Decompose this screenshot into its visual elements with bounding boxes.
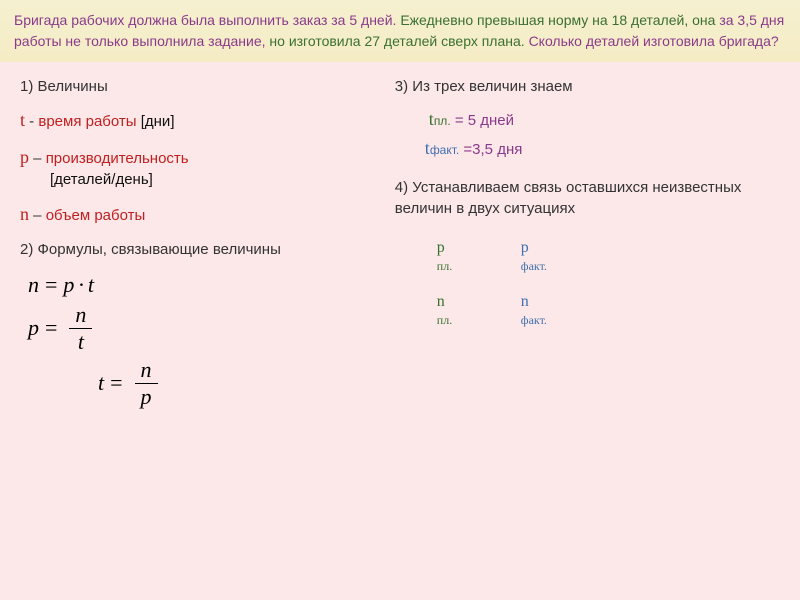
tf-eq: =3,5 дня <box>459 141 522 158</box>
step4-heading: 4) Устанавливаем связь оставшихся неизве… <box>395 177 780 219</box>
content-columns: 1) Величины t - время работы [дни] p – п… <box>0 62 800 414</box>
dash: - <box>25 113 38 130</box>
formula-block: n=p·t p= n t t= n p <box>20 272 385 408</box>
dash: – <box>29 207 46 224</box>
def-p: p – производительность [деталей/день] <box>20 146 385 189</box>
nf: n факт. <box>521 293 601 329</box>
dash: – <box>29 150 46 167</box>
problem-part-1: Бригада рабочих должна была выполнить за… <box>14 12 396 28</box>
eq: = <box>110 370 122 396</box>
pf: p факт. <box>521 239 601 275</box>
problem-part-4: но изготовила 27 деталей сверх плана. <box>266 33 529 49</box>
p-label: производительность <box>46 150 189 167</box>
n-label: объем работы <box>46 207 146 224</box>
problem-part-5: Сколько деталей изготовила бригада? <box>529 33 779 49</box>
t-unit: [дни] <box>137 113 175 130</box>
step2-heading: 2) Формулы, связывающие величины <box>20 241 385 258</box>
pf-sub: факт. <box>521 259 601 274</box>
formula-p: p= n t <box>28 304 385 353</box>
f-p2: p <box>28 315 39 341</box>
step1-heading: 1) Величины <box>20 78 385 95</box>
frac-den: t <box>72 329 90 353</box>
f-p: p <box>63 272 74 298</box>
formula-t: t= n p <box>28 359 385 408</box>
tf-sub: факт. <box>430 143 459 157</box>
frac-num2: n <box>135 359 158 384</box>
step3-heading: 3) Из трех величин знаем <box>395 78 780 95</box>
f-dot: · <box>78 272 84 298</box>
f-t: t <box>88 272 94 298</box>
ppl: p пл. <box>437 239 517 275</box>
t-label: время работы <box>38 113 136 130</box>
npl-sub: пл. <box>437 313 517 328</box>
frac-nt: n t <box>69 304 92 353</box>
tpl-sub: пл. <box>434 114 451 128</box>
right-column: 3) Из трех величин знаем tпл. = 5 дней t… <box>385 78 780 414</box>
eq: = <box>45 272 57 298</box>
eq: = <box>45 315 57 341</box>
f-n: n <box>28 272 39 298</box>
nf-sym: n <box>521 293 601 311</box>
def-n: n – объем работы <box>20 203 385 226</box>
ppl-sub: пл. <box>437 259 517 274</box>
problem-part-2: Ежедневно превышая норму на 18 деталей, … <box>396 12 719 28</box>
left-column: 1) Величины t - время работы [дни] p – п… <box>20 78 385 414</box>
n-symbol: n <box>20 204 29 224</box>
pf-sym: p <box>521 239 601 257</box>
known-tpl: tпл. = 5 дней <box>395 109 780 130</box>
p-symbol: p <box>20 147 29 167</box>
pair-p: p пл. p факт. <box>395 239 780 275</box>
frac-den2: p <box>135 384 158 408</box>
f-t2: t <box>98 370 104 396</box>
problem-statement: Бригада рабочих должна была выполнить за… <box>0 0 800 62</box>
npl-sym: n <box>437 293 517 311</box>
pair-n: n пл. n факт. <box>395 293 780 329</box>
ppl-sym: p <box>437 239 517 257</box>
formula-n: n=p·t <box>28 272 385 298</box>
p-unit: [деталей/день] <box>50 171 153 188</box>
def-t: t - время работы [дни] <box>20 109 385 132</box>
npl: n пл. <box>437 293 517 329</box>
frac-np: n p <box>135 359 158 408</box>
tpl-eq: = 5 дней <box>451 112 514 129</box>
nf-sub: факт. <box>521 313 601 328</box>
frac-num: n <box>69 304 92 329</box>
known-tf: tфакт. =3,5 дня <box>395 138 780 159</box>
